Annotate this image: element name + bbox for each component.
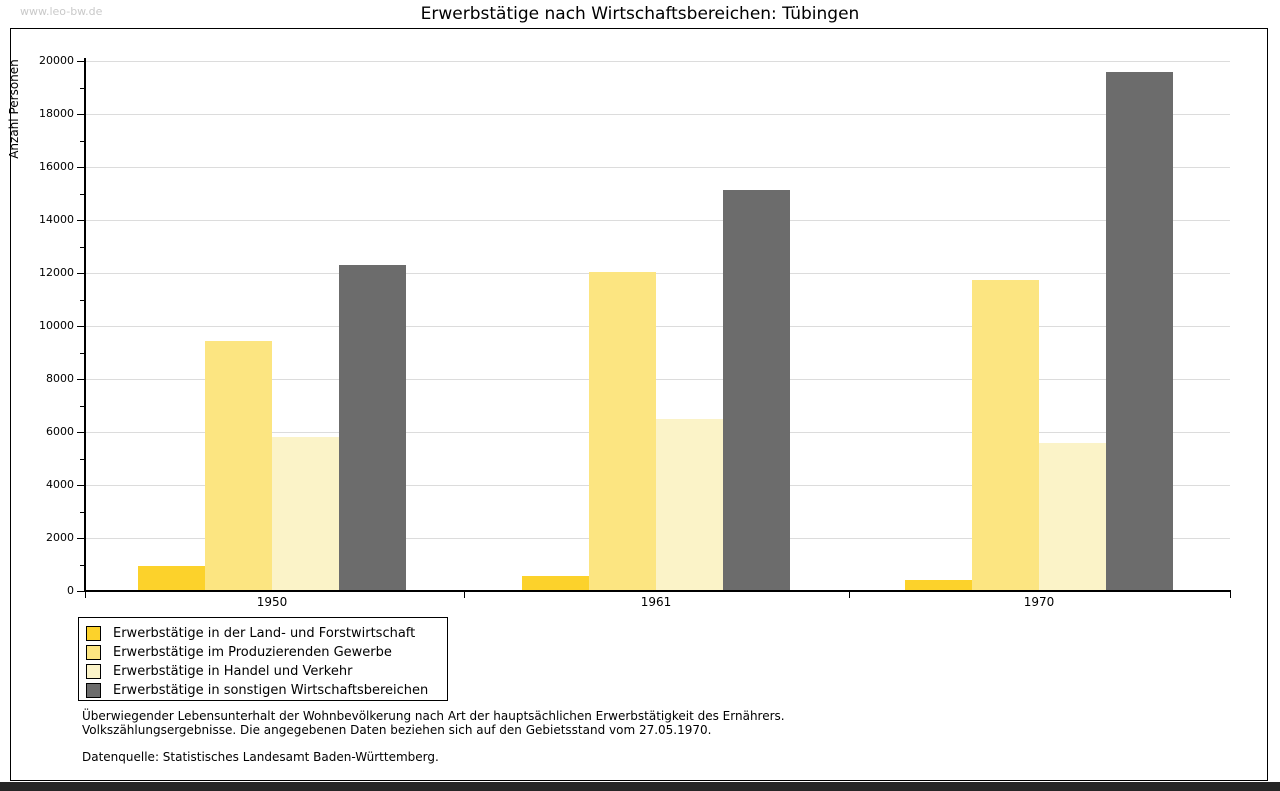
legend-swatch-icon <box>86 683 101 698</box>
y-minor-tick <box>80 300 85 301</box>
x-tick <box>464 591 465 598</box>
bar-1961-series-3 <box>656 419 723 591</box>
bar-1970-series-3 <box>1039 443 1106 591</box>
y-major-tick <box>77 485 85 486</box>
y-tick-label: 16000 <box>39 160 74 173</box>
legend-item-4: Erwerbstätige in sonstigen Wirtschaftsbe… <box>86 681 447 700</box>
legend-label: Erwerbstätige im Produzierenden Gewerbe <box>113 645 392 660</box>
y-tick-label: 10000 <box>39 319 74 332</box>
y-minor-tick <box>80 459 85 460</box>
bar-1961-series-4 <box>723 190 790 591</box>
gridline <box>85 326 1230 327</box>
x-category-label: 1950 <box>256 595 288 609</box>
legend-box: Erwerbstätige in der Land- und Forstwirt… <box>78 617 448 701</box>
watermark: www.leo-bw.de <box>20 5 103 18</box>
y-tick-label: 0 <box>67 584 74 597</box>
x-tick <box>849 591 850 598</box>
legend-swatch-icon <box>86 626 101 641</box>
y-minor-tick <box>80 88 85 89</box>
bar-1950-series-1 <box>138 566 205 591</box>
legend-label: Erwerbstätige in Handel und Verkehr <box>113 664 353 679</box>
y-minor-tick <box>80 406 85 407</box>
y-tick-label: 8000 <box>46 372 74 385</box>
y-tick-label: 18000 <box>39 107 74 120</box>
bar-1950-series-4 <box>339 265 406 591</box>
legend-item-2: Erwerbstätige im Produzierenden Gewerbe <box>86 643 447 662</box>
y-major-tick <box>77 114 85 115</box>
y-major-tick <box>77 538 85 539</box>
bottom-border-bar <box>0 782 1280 791</box>
y-tick-label: 14000 <box>39 213 74 226</box>
x-tick <box>85 591 86 598</box>
bar-1970-series-1 <box>905 580 972 591</box>
bar-1970-series-2 <box>972 280 1039 591</box>
gridline <box>85 220 1230 221</box>
gridline <box>85 379 1230 380</box>
bar-1961-series-1 <box>522 576 589 591</box>
x-tick <box>1230 591 1231 598</box>
y-minor-tick <box>80 512 85 513</box>
y-major-tick <box>77 591 85 592</box>
y-major-tick <box>77 326 85 327</box>
x-axis-line <box>84 590 1231 592</box>
gridline <box>85 167 1230 168</box>
footnote-line-2: Volkszählungsergebnisse. Die angegebenen… <box>82 723 712 737</box>
data-source-note: Datenquelle: Statistisches Landesamt Bad… <box>82 750 439 764</box>
y-major-tick <box>77 220 85 221</box>
y-major-tick <box>77 379 85 380</box>
chart-title: Erwerbstätige nach Wirtschaftsbereichen:… <box>420 4 860 24</box>
legend-item-3: Erwerbstätige in Handel und Verkehr <box>86 662 447 681</box>
legend-label: Erwerbstätige in sonstigen Wirtschaftsbe… <box>113 683 429 698</box>
bar-1970-series-4 <box>1106 72 1173 591</box>
legend-swatch-icon <box>86 664 101 679</box>
y-axis-line <box>84 58 86 591</box>
bar-1950-series-3 <box>272 437 339 591</box>
y-tick-label: 20000 <box>39 54 74 67</box>
chart-frame <box>10 28 1268 781</box>
bar-1961-series-2 <box>589 272 656 591</box>
y-major-tick <box>77 167 85 168</box>
y-tick-label: 12000 <box>39 266 74 279</box>
footnote-line-1: Überwiegender Lebensunterhalt der Wohnbe… <box>82 709 785 723</box>
y-minor-tick <box>80 565 85 566</box>
y-minor-tick <box>80 247 85 248</box>
legend-swatch-icon <box>86 645 101 660</box>
y-minor-tick <box>80 194 85 195</box>
legend-item-1: Erwerbstätige in der Land- und Forstwirt… <box>86 624 447 643</box>
legend-label: Erwerbstätige in der Land- und Forstwirt… <box>113 626 416 641</box>
x-category-label: 1961 <box>640 595 672 609</box>
gridline <box>85 273 1230 274</box>
y-tick-label: 2000 <box>46 531 74 544</box>
y-minor-tick <box>80 141 85 142</box>
y-tick-label: 4000 <box>46 478 74 491</box>
y-major-tick <box>77 273 85 274</box>
y-major-tick <box>77 432 85 433</box>
x-category-label: 1970 <box>1023 595 1055 609</box>
y-tick-label: 6000 <box>46 425 74 438</box>
y-major-tick <box>77 61 85 62</box>
y-minor-tick <box>80 353 85 354</box>
bar-1950-series-2 <box>205 341 272 591</box>
gridline <box>85 61 1230 62</box>
legend-rows: Erwerbstätige in der Land- und Forstwirt… <box>86 624 447 700</box>
gridline <box>85 114 1230 115</box>
